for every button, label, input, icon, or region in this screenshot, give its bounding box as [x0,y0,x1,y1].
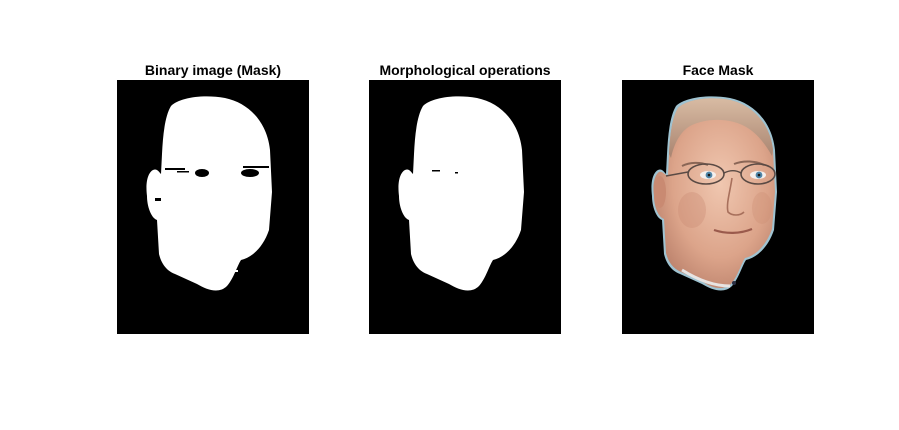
panel-morphological-operations: Morphological operations [369,60,561,334]
panel-title: Face Mask [682,62,754,78]
panel-face-mask: Face Mask [622,60,814,334]
binary-mask-image [117,80,309,334]
panel-binary-mask: Binary image (Mask) [117,60,309,334]
panel-title: Binary image (Mask) [144,62,282,78]
face-mask-image [622,80,814,334]
panel-title: Morphological operations [379,62,551,78]
morphology-image [369,80,561,334]
